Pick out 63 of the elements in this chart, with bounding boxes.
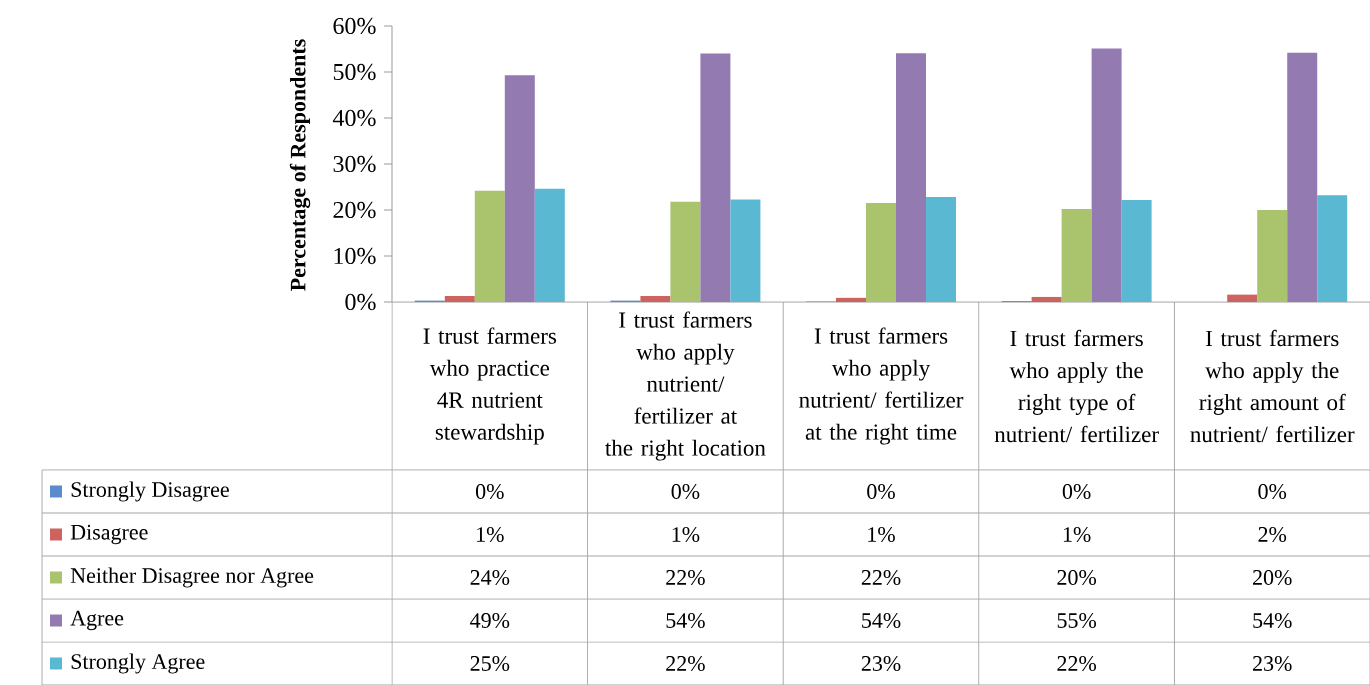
x-tick-label: I trust farmers who apply the right type of nutrient/ fertilizer (994, 329, 1159, 443)
y-tick-label: 40% (332, 109, 376, 127)
legend-label: Strongly Disagree (71, 481, 229, 502)
data-label: 0% (475, 484, 504, 499)
x-tick-label: I trust farmers who apply the right amount of nutrient/ fertilizer (1190, 329, 1355, 443)
bar (896, 53, 927, 302)
bar (700, 53, 731, 302)
bar (504, 75, 535, 302)
bar (836, 297, 867, 302)
legend-label: Agree (70, 610, 124, 631)
data-label: 22% (666, 656, 705, 671)
data-label: 25% (470, 656, 510, 671)
data-label: 22% (861, 570, 901, 585)
bar (866, 203, 897, 302)
data-label: 0% (1258, 484, 1287, 499)
data-label: 54% (862, 613, 901, 628)
y-tick-label: 0% (345, 293, 376, 311)
legend-label: Strongly Agree (71, 653, 205, 674)
bar (444, 296, 475, 302)
y-tick-label: 60% (333, 17, 376, 35)
data-label: 22% (1057, 656, 1097, 671)
data-label: 54% (666, 613, 705, 628)
bar (640, 296, 671, 302)
data-label: 2% (1258, 527, 1287, 542)
bar (474, 190, 505, 302)
bar (1091, 48, 1122, 302)
y-axis-title: Percentage of Respondents (289, 39, 311, 291)
bar (1317, 195, 1348, 302)
y-tick-label: 50% (333, 63, 376, 81)
bar (670, 201, 701, 302)
bar (730, 199, 761, 302)
data-label: 0% (867, 484, 895, 499)
bar (534, 188, 565, 302)
legend-label: Neither Disagree nor Agree (70, 567, 314, 588)
bar (1257, 210, 1288, 302)
y-tick-label: 10% (334, 247, 376, 265)
data-label: 0% (671, 484, 700, 499)
data-label: 23% (861, 656, 901, 671)
data-label: 0% (1062, 484, 1091, 499)
bar (1121, 199, 1152, 302)
bar (1031, 296, 1062, 302)
data-label: 24% (470, 570, 510, 585)
x-tick-label: I trust farmers who practice 4R nutrient stewardship (423, 327, 557, 445)
y-tick-label: 20% (333, 201, 376, 219)
data-label: 1% (477, 527, 504, 542)
data-label: 20% (1057, 570, 1097, 585)
bar (1061, 209, 1092, 302)
bar (926, 197, 957, 302)
data-label: 1% (672, 527, 700, 542)
data-label: 1% (868, 527, 895, 542)
y-tick-label: 30% (333, 155, 376, 173)
data-label: 55% (1057, 613, 1097, 628)
x-tick-label: I trust farmers who apply nutrient/ fertilizer at the right time (799, 327, 964, 445)
bar (1287, 52, 1318, 302)
data-label: 54% (1253, 613, 1292, 628)
bar (1227, 294, 1258, 302)
data-label: 20% (1253, 570, 1292, 585)
legend-label: Disagree (70, 524, 148, 545)
x-tick-label: I trust farmers who apply nutrient/ fertilizer at the right location (605, 311, 766, 461)
data-label: 23% (1253, 656, 1292, 671)
data-label: 22% (666, 570, 705, 585)
data-label: 1% (1063, 527, 1091, 542)
data-label: 49% (470, 613, 510, 628)
